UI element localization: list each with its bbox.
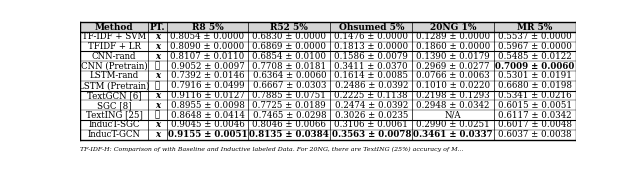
Text: 0.0766 ± 0.0063: 0.0766 ± 0.0063 <box>417 71 490 80</box>
Text: TextING [25]: TextING [25] <box>86 111 143 120</box>
Text: 0.1289 ± 0.0000: 0.1289 ± 0.0000 <box>416 32 490 41</box>
Text: 0.6364 ± 0.0060: 0.6364 ± 0.0060 <box>253 71 326 80</box>
Bar <box>80 91 576 100</box>
Text: R8 5%: R8 5% <box>191 23 223 32</box>
Bar <box>80 120 576 130</box>
Text: 0.6667 ± 0.0303: 0.6667 ± 0.0303 <box>253 81 326 90</box>
Bar <box>80 22 576 32</box>
Text: 0.7916 ± 0.0499: 0.7916 ± 0.0499 <box>171 81 244 90</box>
Text: 0.2225 ± 0.1138: 0.2225 ± 0.1138 <box>335 91 408 100</box>
Bar <box>80 100 576 110</box>
Text: Ohsumed 5%: Ohsumed 5% <box>339 23 404 32</box>
Text: Method: Method <box>95 23 133 32</box>
Text: LSTM-rand: LSTM-rand <box>90 71 139 80</box>
Text: N/A: N/A <box>445 111 461 120</box>
Text: x: x <box>155 130 160 139</box>
Text: 0.6680 ± 0.0198: 0.6680 ± 0.0198 <box>498 81 572 90</box>
Text: 0.5537 ± 0.0000: 0.5537 ± 0.0000 <box>498 32 572 41</box>
Bar <box>80 130 576 140</box>
Bar <box>80 61 576 71</box>
Text: 0.2948 ± 0.0342: 0.2948 ± 0.0342 <box>417 101 490 110</box>
Bar <box>80 42 576 51</box>
Text: 0.3563 ± 0.0078: 0.3563 ± 0.0078 <box>332 130 411 139</box>
Text: 0.6869 ± 0.0000: 0.6869 ± 0.0000 <box>252 42 326 51</box>
Text: x: x <box>155 42 160 51</box>
Text: 0.3106 ± 0.0061: 0.3106 ± 0.0061 <box>334 120 408 129</box>
Text: x: x <box>155 71 160 80</box>
Text: 0.5485 ± 0.0122: 0.5485 ± 0.0122 <box>498 52 572 61</box>
Bar <box>80 81 576 91</box>
Text: 0.1586 ± 0.0079: 0.1586 ± 0.0079 <box>334 52 408 61</box>
Text: InducT-GCN: InducT-GCN <box>88 130 141 139</box>
Text: 0.2474 ± 0.0392: 0.2474 ± 0.0392 <box>335 101 408 110</box>
Text: TF-IDF + SVM: TF-IDF + SVM <box>82 32 146 41</box>
Text: 0.2990 ± 0.0251: 0.2990 ± 0.0251 <box>416 120 490 129</box>
Text: 0.2969 ± 0.0277: 0.2969 ± 0.0277 <box>417 62 490 71</box>
Text: CNN-rand: CNN-rand <box>92 52 136 61</box>
Text: LSTM (Pretrain): LSTM (Pretrain) <box>78 81 150 90</box>
Text: 20NG 1%: 20NG 1% <box>430 23 476 32</box>
Text: 0.3026 ± 0.0235: 0.3026 ± 0.0235 <box>335 111 408 120</box>
Text: 0.8046 ± 0.0066: 0.8046 ± 0.0066 <box>252 120 326 129</box>
Text: 0.5967 ± 0.0000: 0.5967 ± 0.0000 <box>498 42 572 51</box>
Text: 0.1476 ± 0.0000: 0.1476 ± 0.0000 <box>334 32 408 41</box>
Text: 0.2198 ± 0.1293: 0.2198 ± 0.1293 <box>417 91 490 100</box>
Text: 0.2486 ± 0.0392: 0.2486 ± 0.0392 <box>335 81 408 90</box>
Text: 0.1813 ± 0.0000: 0.1813 ± 0.0000 <box>334 42 408 51</box>
Text: TF-IDF-H: Comparison of with Baseline and Inductive labeled Data. For 20NG, ther: TF-IDF-H: Comparison of with Baseline an… <box>80 146 463 152</box>
Text: 0.1860 ± 0.0000: 0.1860 ± 0.0000 <box>416 42 490 51</box>
Text: ✓: ✓ <box>155 81 160 90</box>
Text: 0.6037 ± 0.0038: 0.6037 ± 0.0038 <box>498 130 572 139</box>
Text: x: x <box>155 120 160 129</box>
Text: 0.7392 ± 0.0146: 0.7392 ± 0.0146 <box>171 71 244 80</box>
Text: MR 5%: MR 5% <box>517 23 553 32</box>
Text: x: x <box>155 32 160 41</box>
Text: 0.7465 ± 0.0298: 0.7465 ± 0.0298 <box>253 111 326 120</box>
Text: InducT-SGC: InducT-SGC <box>88 120 140 129</box>
Text: 0.1614 ± 0.0085: 0.1614 ± 0.0085 <box>334 71 408 80</box>
Text: SGC [8]: SGC [8] <box>97 101 131 110</box>
Text: 0.8135 ± 0.0384: 0.8135 ± 0.0384 <box>250 130 330 139</box>
Bar <box>80 32 576 42</box>
Text: 0.7725 ± 0.0189: 0.7725 ± 0.0189 <box>253 101 326 110</box>
Text: ✓: ✓ <box>155 111 160 120</box>
Text: PT.: PT. <box>150 23 165 32</box>
Text: x: x <box>155 91 160 100</box>
Text: 0.5341 ± 0.0216: 0.5341 ± 0.0216 <box>498 91 572 100</box>
Text: 0.6854 ± 0.0100: 0.6854 ± 0.0100 <box>252 52 326 61</box>
Text: 0.6017 ± 0.0048: 0.6017 ± 0.0048 <box>498 120 572 129</box>
Bar <box>80 51 576 61</box>
Text: 0.7009 ± 0.0060: 0.7009 ± 0.0060 <box>495 62 575 71</box>
Text: x: x <box>155 101 160 110</box>
Text: 0.6117 ± 0.0342: 0.6117 ± 0.0342 <box>498 111 572 120</box>
Text: 0.8107 ± 0.0110: 0.8107 ± 0.0110 <box>170 52 244 61</box>
Text: 0.7708 ± 0.0181: 0.7708 ± 0.0181 <box>252 62 326 71</box>
Text: TFIDF + LR: TFIDF + LR <box>88 42 141 51</box>
Text: 0.5301 ± 0.0191: 0.5301 ± 0.0191 <box>498 71 572 80</box>
Bar <box>80 110 576 120</box>
Text: TextGCN [6]: TextGCN [6] <box>86 91 141 100</box>
Bar <box>80 71 576 81</box>
Text: 0.8054 ± 0.0000: 0.8054 ± 0.0000 <box>170 32 244 41</box>
Text: 0.9045 ± 0.0046: 0.9045 ± 0.0046 <box>171 120 244 129</box>
Text: 0.1010 ± 0.0220: 0.1010 ± 0.0220 <box>416 81 490 90</box>
Text: 0.6015 ± 0.0051: 0.6015 ± 0.0051 <box>498 101 572 110</box>
Text: R52 5%: R52 5% <box>271 23 308 32</box>
Text: CNN (Pretrain): CNN (Pretrain) <box>81 62 147 71</box>
Text: 0.8090 ± 0.0000: 0.8090 ± 0.0000 <box>170 42 244 51</box>
Text: 0.1390 ± 0.0179: 0.1390 ± 0.0179 <box>416 52 490 61</box>
Text: 0.7885 ± 0.0751: 0.7885 ± 0.0751 <box>252 91 326 100</box>
Text: 0.3411 ± 0.0370: 0.3411 ± 0.0370 <box>335 62 408 71</box>
Text: 0.6830 ± 0.0000: 0.6830 ± 0.0000 <box>252 32 326 41</box>
Text: x: x <box>155 52 160 61</box>
Text: ✓: ✓ <box>155 62 160 71</box>
Text: 0.9052 ± 0.0097: 0.9052 ± 0.0097 <box>171 62 244 71</box>
Text: 0.8648 ± 0.0414: 0.8648 ± 0.0414 <box>170 111 244 120</box>
Text: 0.9116 ± 0.0127: 0.9116 ± 0.0127 <box>170 91 244 100</box>
Text: 0.9155 ± 0.0051: 0.9155 ± 0.0051 <box>168 130 247 139</box>
Text: 0.3461 ± 0.0337: 0.3461 ± 0.0337 <box>413 130 493 139</box>
Text: 0.8955 ± 0.0098: 0.8955 ± 0.0098 <box>170 101 244 110</box>
